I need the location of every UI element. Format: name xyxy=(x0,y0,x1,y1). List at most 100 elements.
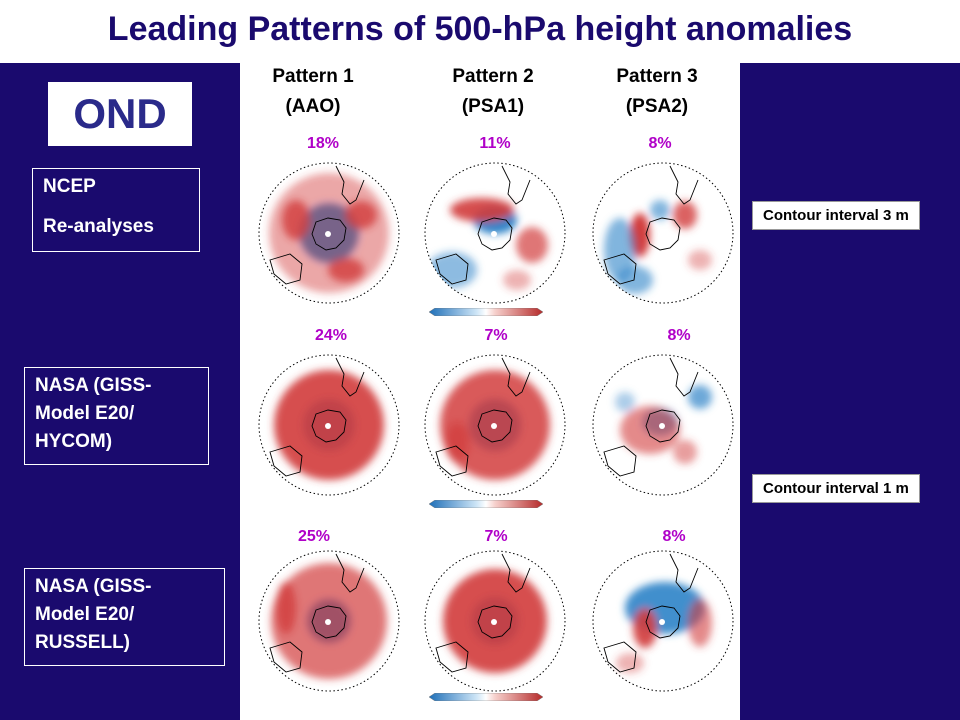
positive-anomaly xyxy=(445,422,469,462)
polar-anomaly-map xyxy=(592,550,734,692)
south-america-outline xyxy=(669,553,699,593)
australia-outline xyxy=(269,641,303,673)
australia-outline xyxy=(603,253,637,285)
polar-anomaly-map xyxy=(424,550,566,692)
south-america-outline xyxy=(669,165,699,205)
title-bar xyxy=(0,0,960,63)
pole-marker xyxy=(325,231,331,237)
polar-anomaly-map xyxy=(424,162,566,304)
polar-anomaly-map xyxy=(424,354,566,496)
map-boundary xyxy=(592,354,734,496)
antarctica-outline xyxy=(645,217,681,251)
antarctica-outline xyxy=(477,605,513,639)
variance-percent: 25% xyxy=(297,528,331,545)
antarctica-outline xyxy=(477,217,513,251)
map-boundary xyxy=(258,162,400,304)
row-label-line: Model E20/ xyxy=(35,403,135,424)
contour-interval-label: Contour interval 1 m xyxy=(752,474,920,503)
positive-anomaly xyxy=(688,599,712,647)
variance-percent: 7% xyxy=(484,327,508,344)
positive-anomaly xyxy=(503,270,531,290)
colorbar xyxy=(429,500,543,508)
pole-marker xyxy=(659,231,665,237)
australia-outline xyxy=(269,445,303,477)
positive-anomaly xyxy=(688,250,712,270)
pole-marker xyxy=(325,619,331,625)
polar-anomaly-map xyxy=(258,550,400,692)
colorbar xyxy=(429,693,543,701)
variance-percent: 24% xyxy=(314,327,348,344)
positive-anomaly xyxy=(633,608,657,648)
variance-percent: 18% xyxy=(306,135,340,152)
antarctica-outline xyxy=(311,217,347,251)
season-label: OND xyxy=(48,82,192,146)
south-america-outline xyxy=(501,553,531,593)
antarctica-outline xyxy=(645,605,681,639)
south-america-outline xyxy=(335,165,365,205)
pole-marker xyxy=(491,231,497,237)
variance-percent: 8% xyxy=(667,327,691,344)
row-label-line: Re-analyses xyxy=(43,216,154,237)
polar-anomaly-map xyxy=(258,354,400,496)
australia-outline xyxy=(435,641,469,673)
positive-anomaly xyxy=(328,258,364,282)
row-label-line: RUSSELL) xyxy=(35,632,130,653)
column-header-title: Pattern 2 xyxy=(452,66,534,87)
negative-anomaly xyxy=(617,266,653,294)
positive-anomaly xyxy=(516,227,548,263)
column-header-pattern-1: Pattern 1 (AAO) xyxy=(248,62,378,122)
variance-percent: 8% xyxy=(648,135,672,152)
map-boundary xyxy=(424,162,566,304)
australia-outline xyxy=(603,445,637,477)
row-label-nasa-hycom: NASA (GISS- Model E20/ HYCOM) xyxy=(24,367,209,465)
positive-anomaly xyxy=(616,653,644,673)
positive-anomaly xyxy=(276,582,296,634)
polar-anomaly-map xyxy=(258,162,400,304)
pole-marker xyxy=(659,619,665,625)
row-label-nasa-russell: NASA (GISS- Model E20/ RUSSELL) xyxy=(24,568,225,666)
map-boundary xyxy=(258,550,400,692)
polar-anomaly-map xyxy=(592,354,734,496)
positive-anomaly xyxy=(673,201,697,229)
positive-anomaly xyxy=(345,201,377,229)
contour-interval-label: Contour interval 3 m xyxy=(752,201,920,230)
slide-title: Leading Patterns of 500-hPa height anoma… xyxy=(107,10,853,48)
negative-anomaly xyxy=(688,385,712,409)
map-boundary xyxy=(592,162,734,304)
colorbar xyxy=(429,308,543,316)
column-header-subtitle: (AAO) xyxy=(285,96,341,117)
row-label-line: Model E20/ xyxy=(35,604,135,625)
variance-percent: 11% xyxy=(479,135,511,152)
map-boundary xyxy=(592,550,734,692)
column-header-title: Pattern 1 xyxy=(272,66,354,87)
antarctica-outline xyxy=(311,409,347,443)
row-label-line: NASA (GISS- xyxy=(35,375,152,396)
south-america-outline xyxy=(669,357,699,397)
negative-anomaly xyxy=(604,218,636,282)
australia-outline xyxy=(435,253,469,285)
pole-marker xyxy=(491,423,497,429)
pole-marker xyxy=(659,423,665,429)
variance-percent: 8% xyxy=(662,528,686,545)
south-america-outline xyxy=(501,357,531,397)
antarctica-outline xyxy=(645,409,681,443)
row-label-ncep: NCEP Re-analyses xyxy=(32,168,200,252)
map-boundary xyxy=(424,550,566,692)
column-header-subtitle: (PSA1) xyxy=(461,96,525,117)
column-header-title: Pattern 3 xyxy=(616,66,698,87)
column-header-pattern-2: Pattern 2 (PSA1) xyxy=(428,62,558,122)
positive-anomaly xyxy=(450,198,514,222)
pole-marker xyxy=(325,423,331,429)
positive-anomaly xyxy=(282,200,310,240)
australia-outline xyxy=(435,445,469,477)
antarctica-outline xyxy=(477,409,513,443)
australia-outline xyxy=(603,641,637,673)
row-label-line: HYCOM) xyxy=(35,431,113,452)
map-boundary xyxy=(258,354,400,496)
row-label-line: NCEP xyxy=(43,176,96,197)
map-boundary xyxy=(424,354,566,496)
variance-percent: 7% xyxy=(484,528,508,545)
negative-anomaly xyxy=(650,200,670,220)
row-label-line: NASA (GISS- xyxy=(35,576,152,597)
south-america-outline xyxy=(501,165,531,205)
